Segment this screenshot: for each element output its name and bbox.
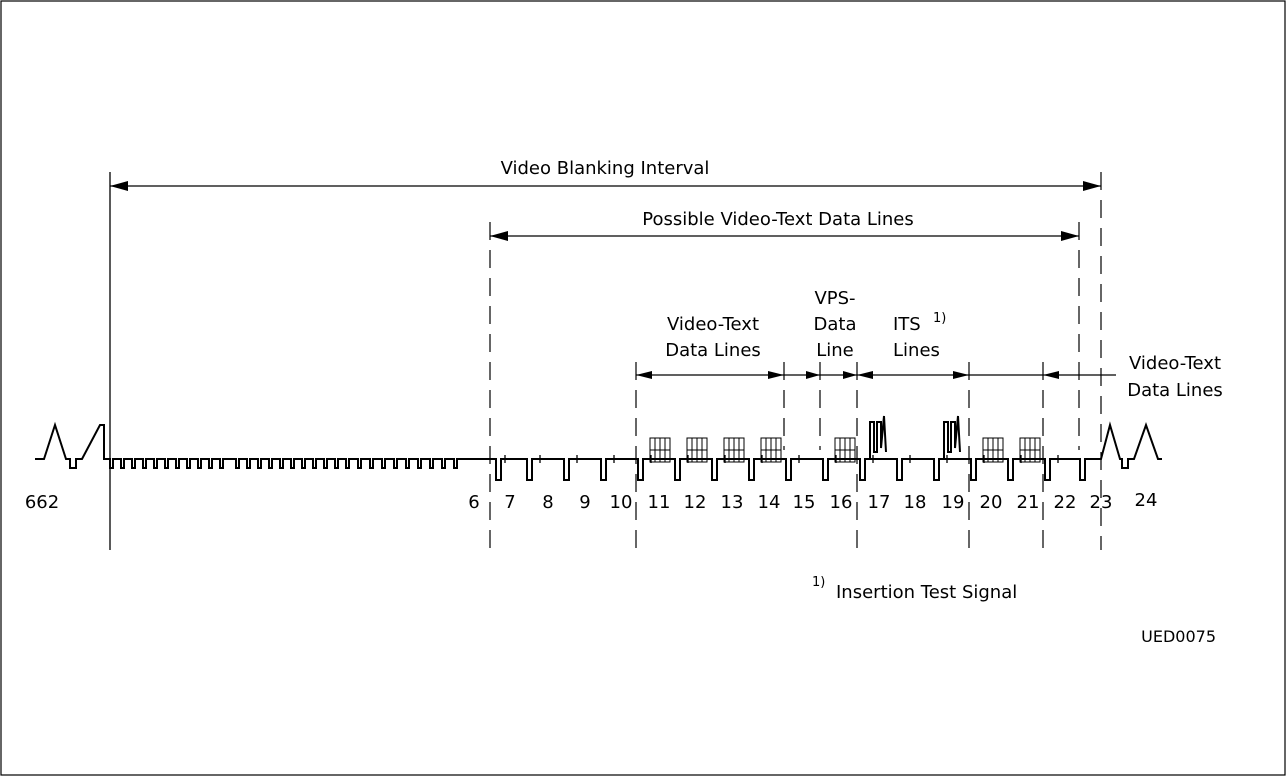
group-its-footnote-marker: 1) — [933, 311, 946, 326]
line-number: 7 — [504, 492, 515, 513]
arrowhead — [1043, 371, 1059, 379]
line-number: 22 — [1054, 492, 1077, 513]
group-video-text-2-line-1: Video-Text — [1129, 353, 1221, 374]
group-video-text-2-line-2: Data Lines — [1127, 380, 1223, 401]
line-number: 13 — [721, 492, 744, 513]
arrowhead — [1083, 181, 1101, 191]
line-number: 24 — [1135, 490, 1158, 511]
line-number: 11 — [648, 492, 671, 513]
label-possible-data-lines: Possible Video-Text Data Lines — [642, 209, 914, 230]
line-number: 10 — [610, 492, 633, 513]
line-number: 6 — [468, 492, 479, 513]
arrowhead — [1061, 231, 1079, 241]
line-number: 9 — [579, 492, 590, 513]
line-number: 21 — [1017, 492, 1040, 513]
group-vps-line-1: VPS- — [814, 288, 855, 309]
line-number: 16 — [830, 492, 853, 513]
line-number: 17 — [868, 492, 891, 513]
arrowhead — [857, 371, 873, 379]
figure-code: UED0075 — [1141, 627, 1216, 646]
line-number: 14 — [758, 492, 781, 513]
footnote: 1) Insertion Test Signal — [812, 575, 1017, 603]
arrowhead — [843, 371, 857, 379]
boundary-markers — [109, 172, 1102, 550]
label-video-blanking-interval: Video Blanking Interval — [501, 158, 710, 179]
group-its: ITS 1) Lines — [893, 311, 946, 361]
arrowhead — [768, 371, 784, 379]
arrowhead — [110, 181, 128, 191]
group-vps-line-2: Data — [814, 314, 857, 335]
arrowhead — [806, 371, 820, 379]
arrowhead — [490, 231, 508, 241]
line-number: 20 — [980, 492, 1003, 513]
line-number: 8 — [542, 492, 553, 513]
group-video-text-1-line-2: Data Lines — [665, 340, 761, 361]
arrowhead — [953, 371, 969, 379]
line-number: 18 — [904, 492, 927, 513]
line-number-labels: 662 6 7 8 9 10 11 12 13 14 15 16 17 18 1… — [25, 490, 1158, 513]
line-number: 15 — [793, 492, 816, 513]
group-vps: VPS- Data Line — [814, 288, 857, 361]
line-number: 19 — [942, 492, 965, 513]
footnote-marker: 1) — [812, 575, 825, 590]
group-video-text-1-line-1: Video-Text — [667, 314, 759, 335]
arrowhead — [636, 371, 652, 379]
line-number: 662 — [25, 492, 59, 513]
its-test-signal — [869, 415, 887, 459]
footnote-text: Insertion Test Signal — [836, 582, 1017, 603]
group-video-text-2: Video-Text Data Lines — [1127, 353, 1223, 401]
group-its-line-1: ITS — [893, 314, 921, 335]
group-its-line-2: Lines — [893, 340, 940, 361]
its-test-signal — [943, 415, 961, 459]
dimension-arrows — [110, 181, 1116, 379]
line-number: 12 — [684, 492, 707, 513]
group-vps-line-3: Line — [816, 340, 854, 361]
line-number: 23 — [1090, 492, 1113, 513]
group-video-text-1: Video-Text Data Lines — [665, 314, 761, 361]
waveform-trace — [35, 421, 1162, 481]
video-signal-waveform — [35, 415, 1162, 481]
